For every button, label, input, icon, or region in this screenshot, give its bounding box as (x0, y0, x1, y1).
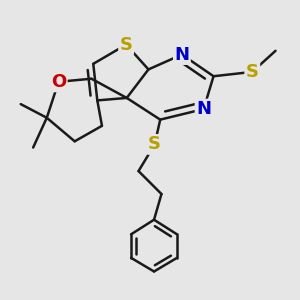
Text: S: S (246, 63, 259, 81)
Text: S: S (120, 36, 133, 54)
Text: N: N (196, 100, 211, 118)
Text: N: N (174, 46, 189, 64)
Text: O: O (51, 73, 66, 91)
Text: S: S (148, 135, 161, 153)
